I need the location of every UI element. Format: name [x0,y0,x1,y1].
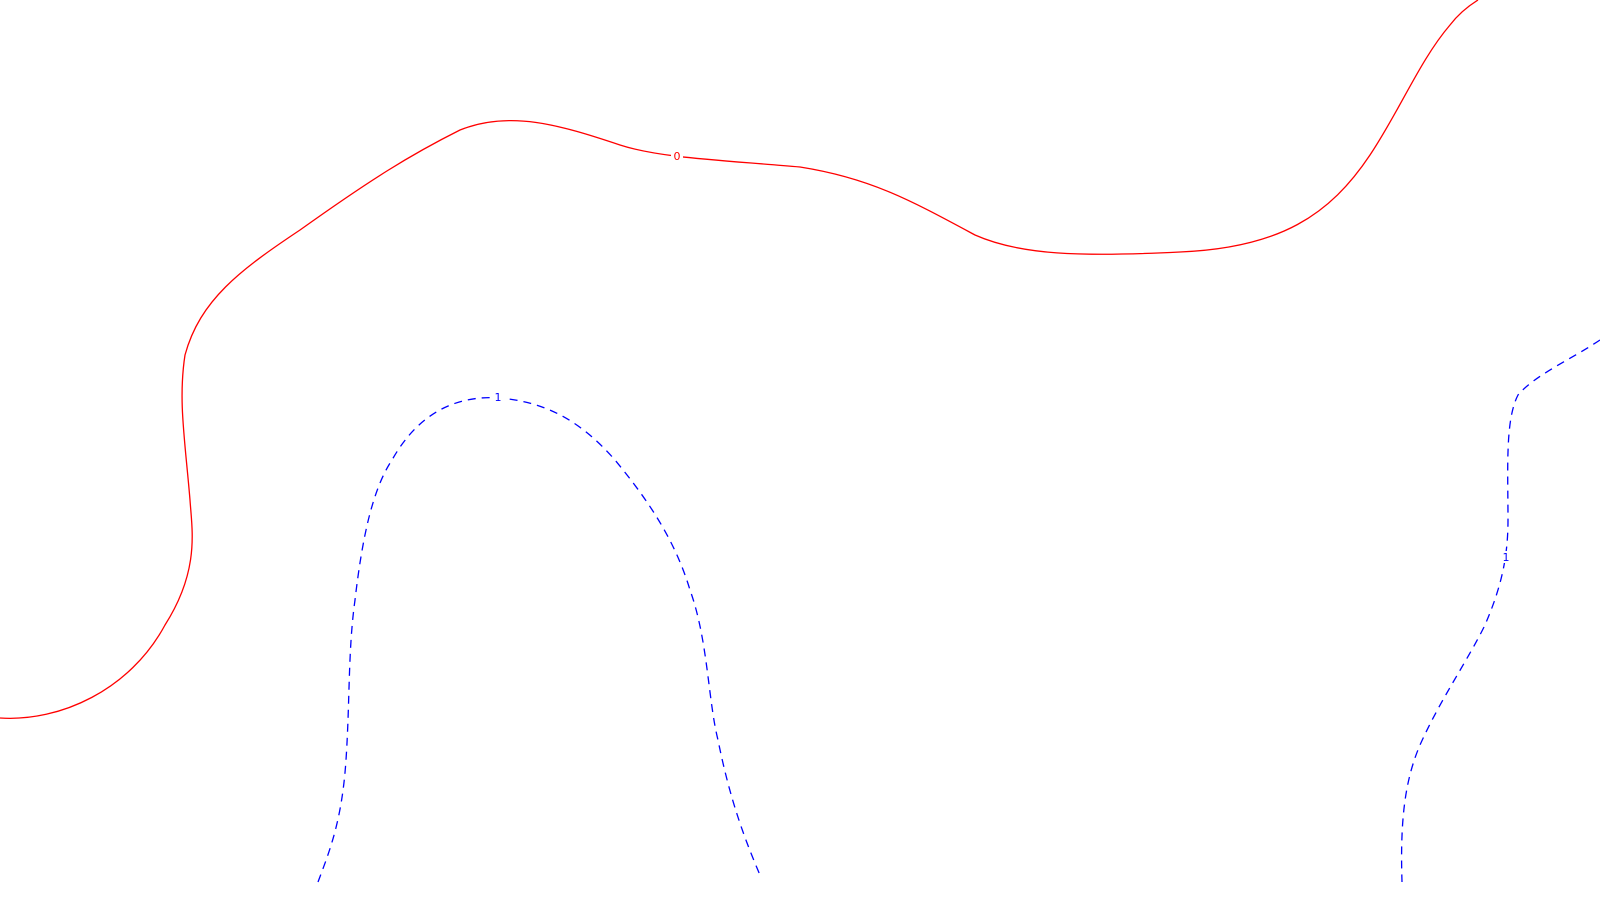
contour-label-0-bg [671,150,683,162]
contour-label-0: 0 [674,150,681,163]
contour-label-1-left: 1 [495,391,502,404]
contour-label-1-right-bg [1500,551,1512,563]
contour-line-1-left [317,396,761,883]
contour-line-1-right [1400,339,1600,883]
contour-line-0 [0,0,1479,719]
contour-label-1-left-bg [492,391,504,403]
contour-labels: 0 1 1 [492,150,1512,564]
contour-label-1-right: 1 [1503,551,1510,564]
